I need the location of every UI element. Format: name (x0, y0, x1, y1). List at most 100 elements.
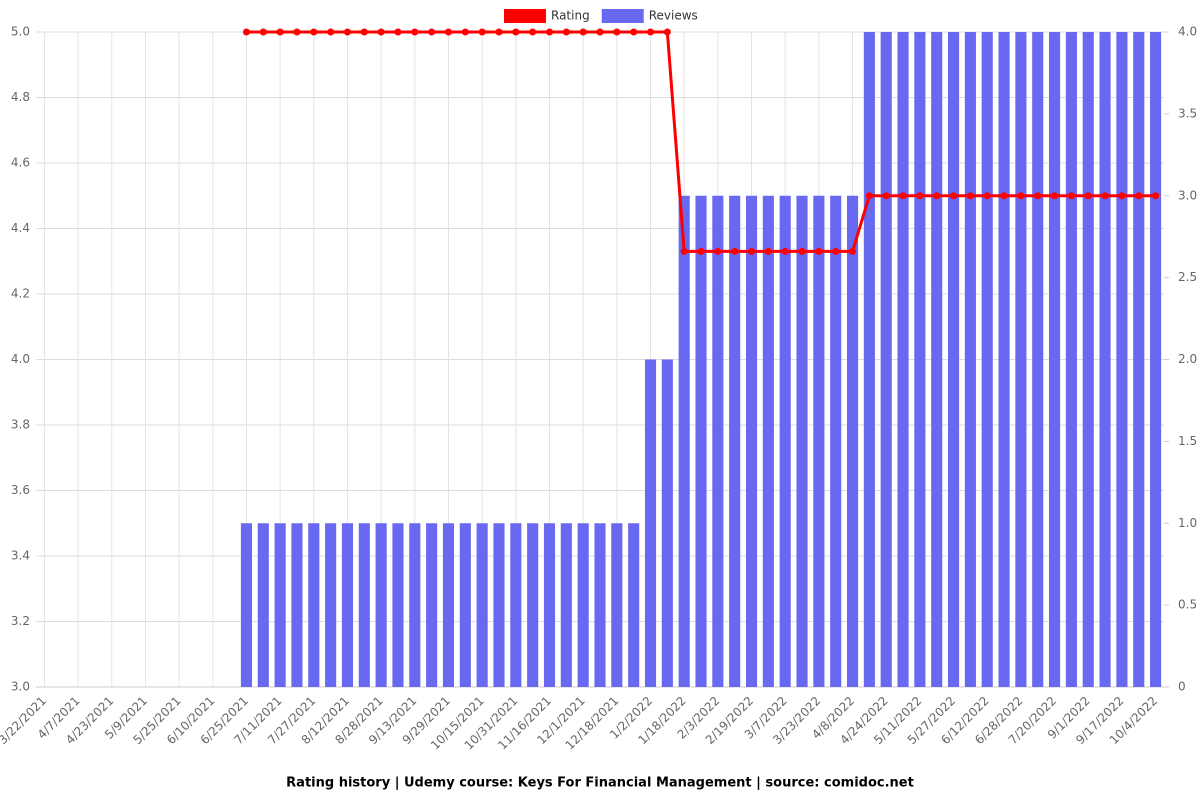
legend-swatch (504, 9, 546, 23)
point (680, 247, 688, 255)
point (1034, 192, 1042, 200)
y2-tick-label: 1.5 (1178, 434, 1197, 448)
point (950, 192, 958, 200)
bar (863, 32, 875, 687)
bar (577, 523, 589, 687)
bar (459, 523, 471, 687)
point (815, 247, 823, 255)
y2-tick-label: 3.5 (1178, 106, 1197, 120)
bar (594, 523, 606, 687)
point (461, 28, 469, 36)
point (832, 247, 840, 255)
point (343, 28, 351, 36)
y-tick-label: 3.8 (11, 418, 30, 432)
bar (426, 523, 438, 687)
y2-tick-label: 1.0 (1178, 516, 1197, 530)
point (495, 28, 503, 36)
point (966, 192, 974, 200)
y2-tick-label: 4.0 (1178, 25, 1197, 39)
point (764, 247, 772, 255)
y2-tick-label: 2.5 (1178, 270, 1197, 284)
point (1101, 192, 1109, 200)
y2-tick-label: 0.5 (1178, 598, 1197, 612)
bar (560, 523, 572, 687)
point (242, 28, 250, 36)
bar (981, 32, 993, 687)
y-tick-label: 3.0 (11, 680, 30, 694)
bar (796, 195, 808, 687)
bar (543, 523, 556, 687)
point (983, 192, 991, 200)
bar (442, 523, 455, 687)
point (377, 28, 385, 36)
legend-swatch (601, 9, 644, 23)
bar (1133, 32, 1145, 687)
bar (964, 32, 976, 687)
point (714, 247, 722, 255)
bar (628, 523, 640, 687)
y-tick-label: 3.2 (11, 614, 30, 628)
point (428, 28, 436, 36)
bar (947, 32, 960, 687)
bar (1099, 32, 1111, 687)
bar (880, 32, 892, 687)
y2-tick-label: 3.0 (1178, 188, 1197, 202)
point (310, 28, 318, 36)
bar (745, 195, 758, 687)
bar (762, 195, 774, 687)
point (933, 192, 941, 200)
bar (476, 523, 488, 687)
bar (1032, 32, 1044, 687)
bar (341, 523, 354, 687)
bar (914, 32, 926, 687)
point (1118, 192, 1126, 200)
point (596, 28, 604, 36)
point (647, 28, 655, 36)
point (478, 28, 486, 36)
point (545, 28, 553, 36)
bar (813, 195, 825, 687)
point (781, 247, 789, 255)
point (697, 247, 705, 255)
point (1067, 192, 1075, 200)
point (512, 28, 520, 36)
bar (308, 523, 320, 687)
point (327, 28, 335, 36)
point (529, 28, 537, 36)
point (444, 28, 452, 36)
bar (325, 523, 337, 687)
y2-tick-label: 0 (1178, 680, 1186, 694)
bar (527, 523, 539, 687)
bar (1015, 32, 1027, 687)
bar (1049, 32, 1061, 687)
point (849, 247, 857, 255)
y2-tick-label: 2.0 (1178, 352, 1197, 366)
bar (274, 523, 286, 687)
y-tick-label: 3.4 (11, 549, 30, 563)
point (748, 247, 756, 255)
bar (1150, 32, 1162, 687)
bar (240, 523, 253, 687)
bar (358, 523, 370, 687)
bar (897, 32, 909, 687)
bar (998, 32, 1010, 687)
point (663, 28, 671, 36)
bar (375, 523, 387, 687)
point (579, 28, 587, 36)
y-tick-label: 4.6 (11, 156, 30, 170)
y-tick-label: 4.0 (11, 352, 30, 366)
point (798, 247, 806, 255)
point (259, 28, 267, 36)
bar (409, 523, 421, 687)
point (1152, 192, 1160, 200)
bar (392, 523, 404, 687)
bar (846, 195, 859, 687)
legend-label: Reviews (649, 9, 698, 23)
bar (931, 32, 943, 687)
bar (611, 523, 623, 687)
point (731, 247, 739, 255)
chart-title: Rating history | Udemy course: Keys For … (286, 776, 914, 791)
point (411, 28, 419, 36)
point (1135, 192, 1143, 200)
